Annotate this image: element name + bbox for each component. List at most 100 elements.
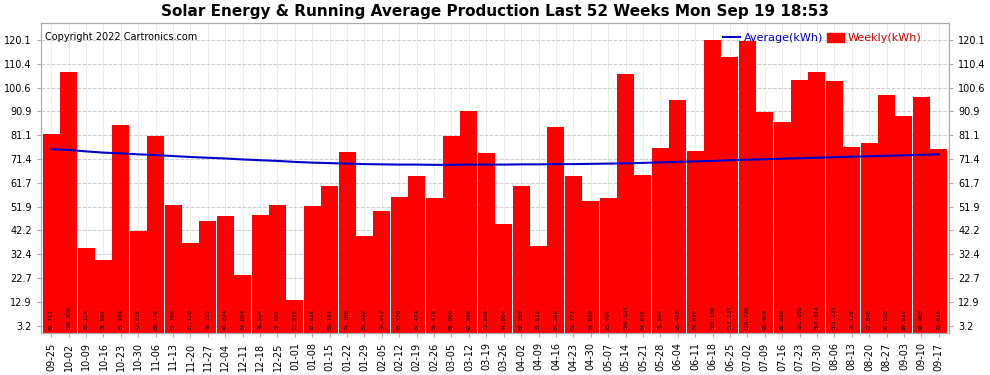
Legend: Average(kWh), Weekly(kWh): Average(kWh), Weekly(kWh) bbox=[719, 28, 926, 48]
Text: 74.620: 74.620 bbox=[693, 309, 698, 330]
Text: 48.024: 48.024 bbox=[223, 309, 228, 330]
Text: 96.908: 96.908 bbox=[919, 309, 924, 330]
Text: 80.776: 80.776 bbox=[153, 309, 158, 330]
Text: 44.864: 44.864 bbox=[501, 309, 506, 330]
Bar bbox=[60, 72, 77, 333]
Bar bbox=[43, 134, 59, 333]
Bar bbox=[809, 72, 826, 333]
Text: 106.836: 106.836 bbox=[66, 305, 71, 330]
Bar bbox=[931, 148, 947, 333]
Bar bbox=[687, 151, 704, 333]
Text: 103.224: 103.224 bbox=[832, 305, 837, 330]
Text: 90.464: 90.464 bbox=[762, 309, 767, 330]
Text: 106.024: 106.024 bbox=[623, 305, 628, 330]
Text: 113.224: 113.224 bbox=[728, 305, 733, 330]
Text: 64.272: 64.272 bbox=[571, 309, 576, 330]
Bar bbox=[235, 274, 251, 333]
Bar bbox=[460, 111, 477, 333]
Bar bbox=[913, 97, 930, 333]
Bar bbox=[774, 122, 791, 333]
Text: 52.552: 52.552 bbox=[275, 309, 280, 330]
Bar bbox=[251, 215, 268, 333]
Bar bbox=[513, 186, 530, 333]
Text: 76.128: 76.128 bbox=[849, 309, 854, 330]
Bar bbox=[791, 80, 808, 333]
Bar bbox=[444, 136, 460, 333]
Bar bbox=[95, 260, 112, 333]
Bar bbox=[478, 153, 495, 333]
Text: Copyright 2022 Cartronics.com: Copyright 2022 Cartronics.com bbox=[46, 32, 198, 42]
Text: 48.524: 48.524 bbox=[257, 309, 262, 330]
Text: 24.084: 24.084 bbox=[241, 309, 246, 330]
Text: 80.900: 80.900 bbox=[449, 309, 454, 330]
Bar bbox=[113, 125, 130, 333]
Bar bbox=[199, 221, 216, 333]
Bar bbox=[269, 205, 286, 333]
Text: 75.904: 75.904 bbox=[657, 309, 663, 330]
Text: 64.424: 64.424 bbox=[414, 309, 419, 330]
Bar bbox=[896, 116, 913, 333]
Bar bbox=[565, 176, 582, 333]
Text: 37.120: 37.120 bbox=[188, 309, 193, 330]
Bar bbox=[391, 197, 408, 333]
Bar bbox=[217, 216, 234, 333]
Bar bbox=[669, 100, 686, 333]
Text: 42.016: 42.016 bbox=[136, 309, 141, 330]
Bar bbox=[495, 224, 512, 333]
Bar bbox=[739, 41, 755, 333]
Text: 60.288: 60.288 bbox=[519, 309, 524, 330]
Text: 52.760: 52.760 bbox=[170, 309, 175, 330]
Text: 89.020: 89.020 bbox=[902, 309, 907, 330]
Text: 35.124: 35.124 bbox=[83, 309, 88, 330]
Bar bbox=[373, 211, 390, 333]
Bar bbox=[617, 74, 634, 333]
Text: 81.712: 81.712 bbox=[49, 309, 53, 330]
Bar bbox=[704, 40, 721, 333]
Bar bbox=[878, 95, 895, 333]
Bar bbox=[77, 248, 94, 333]
Text: 74.188: 74.188 bbox=[345, 309, 349, 330]
Bar bbox=[426, 198, 443, 333]
Text: 97.648: 97.648 bbox=[884, 309, 889, 330]
Text: 55.464: 55.464 bbox=[606, 309, 611, 330]
Text: 54.080: 54.080 bbox=[588, 309, 593, 330]
Text: 85.204: 85.204 bbox=[119, 309, 124, 330]
Bar bbox=[286, 300, 303, 333]
Bar bbox=[582, 201, 599, 333]
Bar bbox=[408, 176, 425, 333]
Bar bbox=[339, 152, 355, 333]
Text: 35.920: 35.920 bbox=[536, 309, 541, 330]
Bar bbox=[148, 136, 164, 333]
Text: 95.448: 95.448 bbox=[675, 309, 680, 330]
Bar bbox=[182, 243, 199, 333]
Text: 86.680: 86.680 bbox=[780, 309, 785, 330]
Bar bbox=[321, 186, 339, 333]
Bar bbox=[651, 148, 669, 333]
Bar bbox=[860, 143, 877, 333]
Bar bbox=[356, 236, 373, 333]
Text: 75.616: 75.616 bbox=[937, 309, 941, 330]
Text: 64.672: 64.672 bbox=[641, 309, 645, 330]
Text: 60.184: 60.184 bbox=[327, 309, 333, 330]
Bar bbox=[843, 147, 860, 333]
Text: 55.720: 55.720 bbox=[397, 309, 402, 330]
Bar bbox=[756, 112, 773, 333]
Bar bbox=[826, 81, 842, 333]
Text: 29.892: 29.892 bbox=[101, 309, 106, 330]
Bar bbox=[600, 198, 617, 333]
Text: 84.296: 84.296 bbox=[553, 309, 558, 330]
Bar bbox=[530, 246, 546, 333]
Text: 52.028: 52.028 bbox=[310, 309, 315, 330]
Text: 91.096: 91.096 bbox=[466, 309, 471, 330]
Title: Solar Energy & Running Average Production Last 52 Weeks Mon Sep 19 18:53: Solar Energy & Running Average Productio… bbox=[161, 4, 829, 19]
Text: 77.840: 77.840 bbox=[866, 309, 871, 330]
Bar bbox=[635, 176, 651, 333]
Text: 107.024: 107.024 bbox=[815, 305, 820, 330]
Bar bbox=[722, 57, 739, 333]
Bar bbox=[547, 128, 564, 333]
Text: 55.476: 55.476 bbox=[432, 309, 437, 330]
Text: 73.696: 73.696 bbox=[484, 309, 489, 330]
Bar bbox=[304, 206, 321, 333]
Text: 103.656: 103.656 bbox=[797, 305, 802, 330]
Text: 120.100: 120.100 bbox=[710, 305, 715, 330]
